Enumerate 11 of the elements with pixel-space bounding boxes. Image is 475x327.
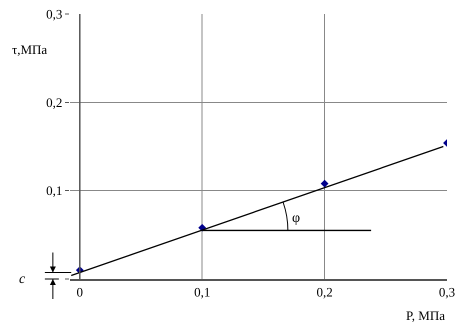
x-tick-label: 0,2	[316, 284, 333, 300]
annotation: φ	[292, 211, 300, 226]
y-tick-label: 0,1	[46, 183, 62, 198]
x-tick-label: 0,1	[194, 284, 210, 300]
x-tick-label: 0	[76, 284, 84, 300]
y-axis-title: τ,МПа	[12, 42, 48, 57]
y-tick-label: 0,2	[46, 94, 62, 110]
x-tick-label: 0,3	[438, 284, 456, 300]
x-axis-title: P, МПа	[406, 308, 446, 323]
y-tick-label: 0,3	[46, 6, 62, 22]
text: c	[19, 272, 26, 287]
